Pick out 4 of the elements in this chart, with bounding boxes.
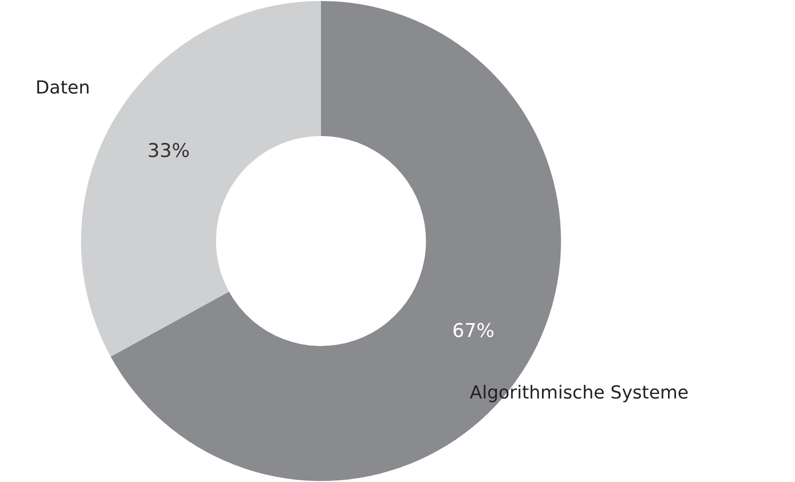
slice-label: Daten: [36, 77, 90, 98]
data-label: 67%: [452, 320, 494, 342]
data-label: 33%: [148, 140, 190, 162]
slice-label: Algorithmische Systeme: [470, 382, 689, 404]
